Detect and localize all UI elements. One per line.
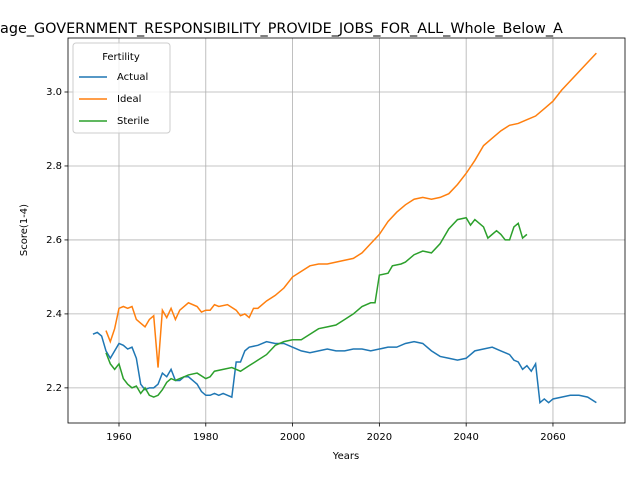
legend-box	[72, 42, 171, 134]
legend-title: Fertility	[102, 52, 140, 63]
legend-label: Actual	[117, 72, 148, 83]
legend-label: Sterile	[117, 116, 149, 127]
x-tick-label: 2020	[367, 432, 392, 443]
series-line	[105, 216, 528, 398]
x-tick-label: 2040	[453, 432, 478, 443]
y-axis-label: Score(1-4)	[19, 204, 30, 256]
y-tick-label: 2.8	[46, 161, 62, 172]
plot-frame	[67, 37, 626, 424]
x-tick-label: 2000	[280, 432, 305, 443]
y-tick-label: 2.4	[46, 309, 62, 320]
series-line	[105, 52, 597, 368]
legend-label: Ideal	[117, 94, 141, 105]
y-tick-label: 2.6	[46, 235, 62, 246]
x-tick-label: 1980	[193, 432, 218, 443]
x-tick-label: 2060	[540, 432, 565, 443]
x-tick-label: 1960	[106, 432, 131, 443]
chart-title: age_GOVERNMENT_RESPONSIBILITY_PROVIDE_JO…	[0, 21, 563, 37]
x-axis-label: Years	[332, 451, 359, 462]
y-tick-label: 2.2	[46, 383, 62, 394]
y-tick-label: 3.0	[46, 87, 62, 98]
series-line	[92, 331, 597, 405]
